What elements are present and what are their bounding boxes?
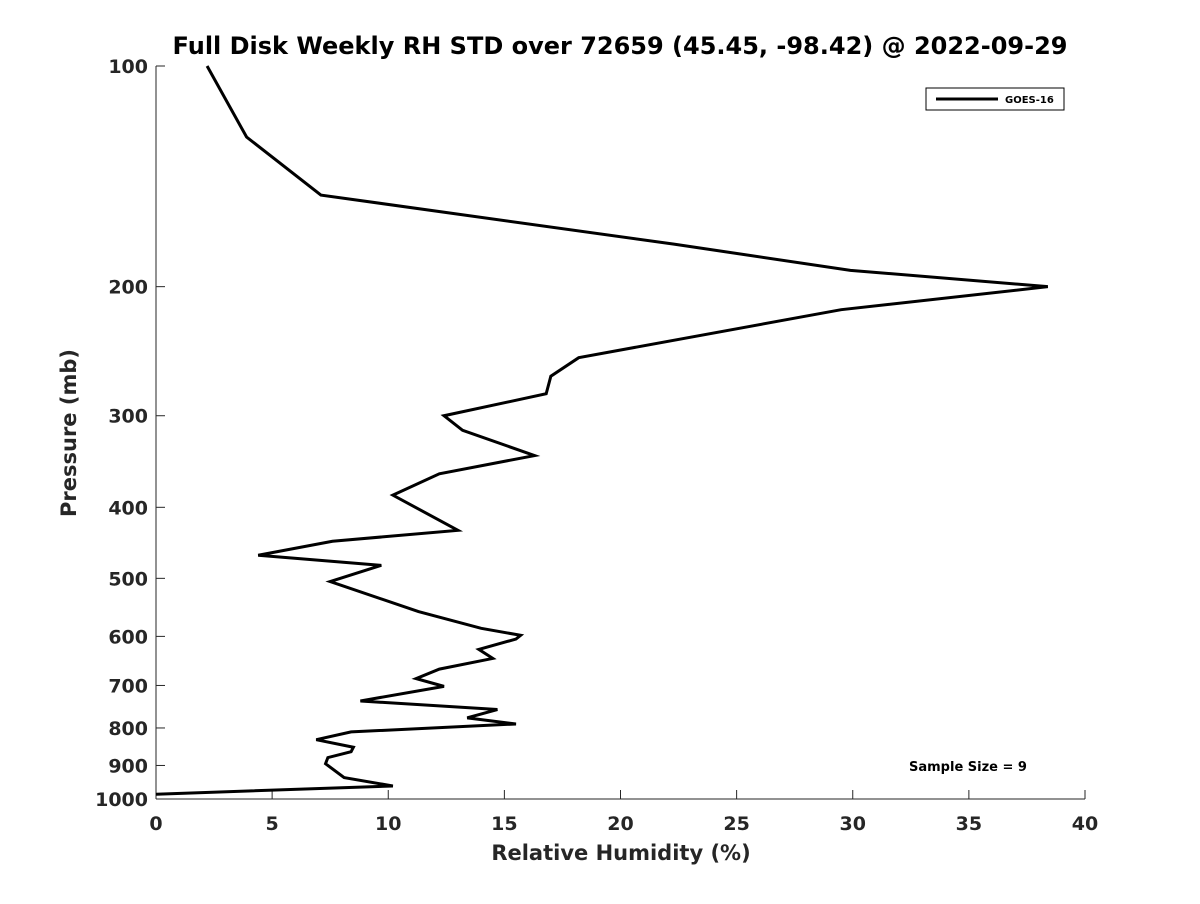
x-tick-label: 0 [149,813,162,835]
x-tick-label: 25 [723,813,749,835]
x-tick-label: 30 [840,813,866,835]
y-tick-label: 400 [108,497,148,519]
y-tick-label: 200 [108,277,148,299]
y-tick-label: 100 [108,56,148,78]
series-line-goes-16 [155,65,1049,796]
legend-label: GOES-16 [1005,95,1054,106]
x-tick-label: 5 [266,813,279,835]
x-tick-label: 15 [491,813,517,835]
y-tick-label: 700 [108,675,148,697]
x-tick-label: 20 [607,813,633,835]
x-tick-label: 10 [375,813,401,835]
chart-title: Full Disk Weekly RH STD over 72659 (45.4… [173,32,1068,60]
plot-area [155,65,1049,796]
y-axis-label: Pressure (mb) [57,349,81,517]
sample-size-annotation: Sample Size = 9 [909,760,1027,775]
x-tick-label: 35 [956,813,982,835]
y-tick-label: 800 [108,718,148,740]
y-tick-label: 500 [108,568,148,590]
y-tick-label: 600 [108,626,148,648]
y-tick-label: 1000 [95,789,148,811]
legend: GOES-16 [925,87,1065,111]
x-tick-label: 40 [1072,813,1098,835]
axes: 0 5 10 15 20 25 30 35 40 100 200 300 400 500 600 700 800… [95,56,1098,835]
y-tick-label: 300 [108,406,148,428]
x-axis-label: Relative Humidity (%) [491,841,750,865]
y-tick-label: 900 [108,755,148,777]
